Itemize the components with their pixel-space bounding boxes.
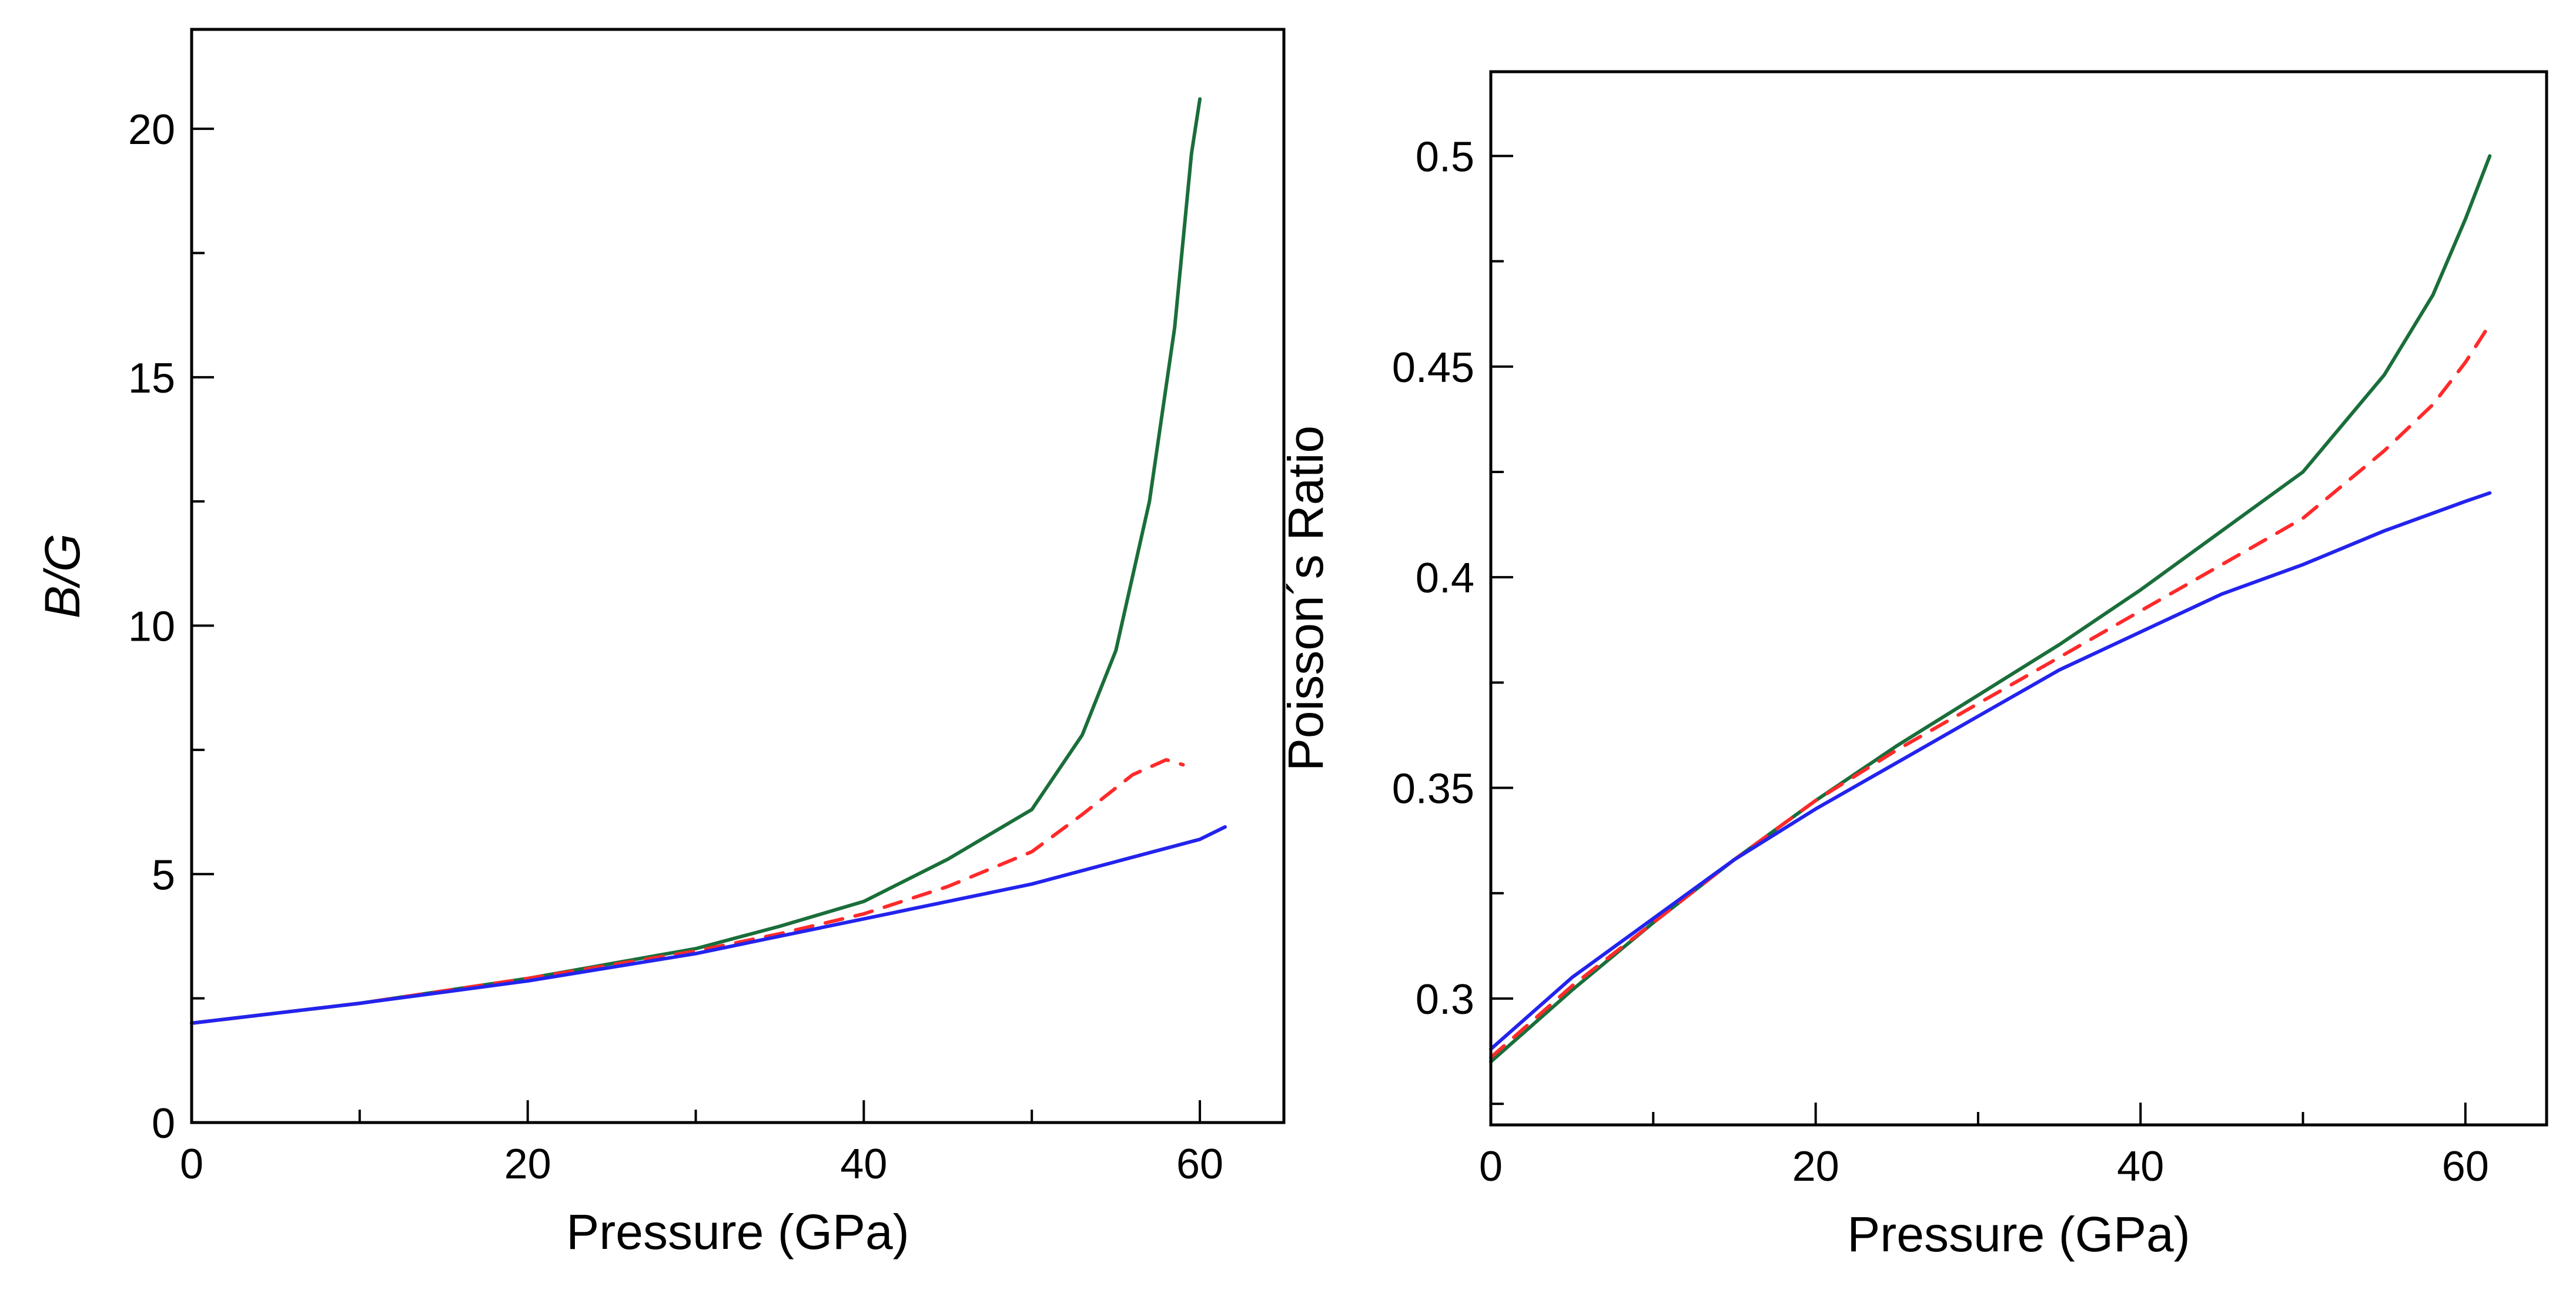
bg-y-axis-title: B/G xyxy=(35,534,90,619)
bg-y-tick-label: 5 xyxy=(152,852,175,899)
poisson-y-tick-label: 0.45 xyxy=(1392,344,1474,391)
bg-x-axis-title: Pressure (GPa) xyxy=(566,1204,909,1259)
bg-y-tick-label: 20 xyxy=(128,106,175,153)
poisson-ratio-panel: 0 20 40 60 0.3 0.35 0.4 0.45 0.5 Pressure (GPa) Po… xyxy=(1278,70,2548,1262)
poisson-x-axis-title: Pressure (GPa) xyxy=(1847,1207,2190,1262)
bg-x-tick-label: 40 xyxy=(840,1141,887,1188)
bg-series-green xyxy=(190,97,1202,1025)
poisson-x-tick-label: 0 xyxy=(1479,1143,1503,1190)
bg-y-tick-label: 15 xyxy=(128,355,175,402)
poisson-plot-frame xyxy=(1489,70,2548,1127)
poisson-series-blue xyxy=(1489,491,2492,1051)
bg-ratio-panel: 0 20 40 60 0 5 10 15 20 Pressure (GPa) B/G xyxy=(35,28,1286,1259)
poisson-y-axis-title: Poisson´s Ratio xyxy=(1278,426,1333,771)
bg-x-tick-label: 20 xyxy=(504,1141,551,1188)
poisson-y-tick-label: 0.35 xyxy=(1392,766,1474,813)
bg-x-tick-label: 60 xyxy=(1176,1141,1223,1188)
bg-plot-frame xyxy=(190,28,1286,1124)
poisson-series-red-dashed xyxy=(1489,323,2492,1060)
bg-series-blue xyxy=(190,825,1227,1025)
poisson-x-tick-label: 40 xyxy=(2117,1143,2164,1190)
poisson-x-tick-label: 60 xyxy=(2442,1143,2489,1190)
bg-series-red-dashed xyxy=(190,758,1185,1025)
poisson-y-tick-label: 0.4 xyxy=(1416,555,1474,602)
poisson-y-tick-label: 0.5 xyxy=(1416,133,1474,180)
poisson-y-tick-label: 0.3 xyxy=(1416,976,1474,1023)
bg-y-tick-label: 10 xyxy=(128,604,175,651)
bg-y-tick-label: 0 xyxy=(152,1100,175,1147)
bg-x-tick-label: 0 xyxy=(180,1141,203,1188)
poisson-x-tick-label: 20 xyxy=(1792,1143,1839,1190)
